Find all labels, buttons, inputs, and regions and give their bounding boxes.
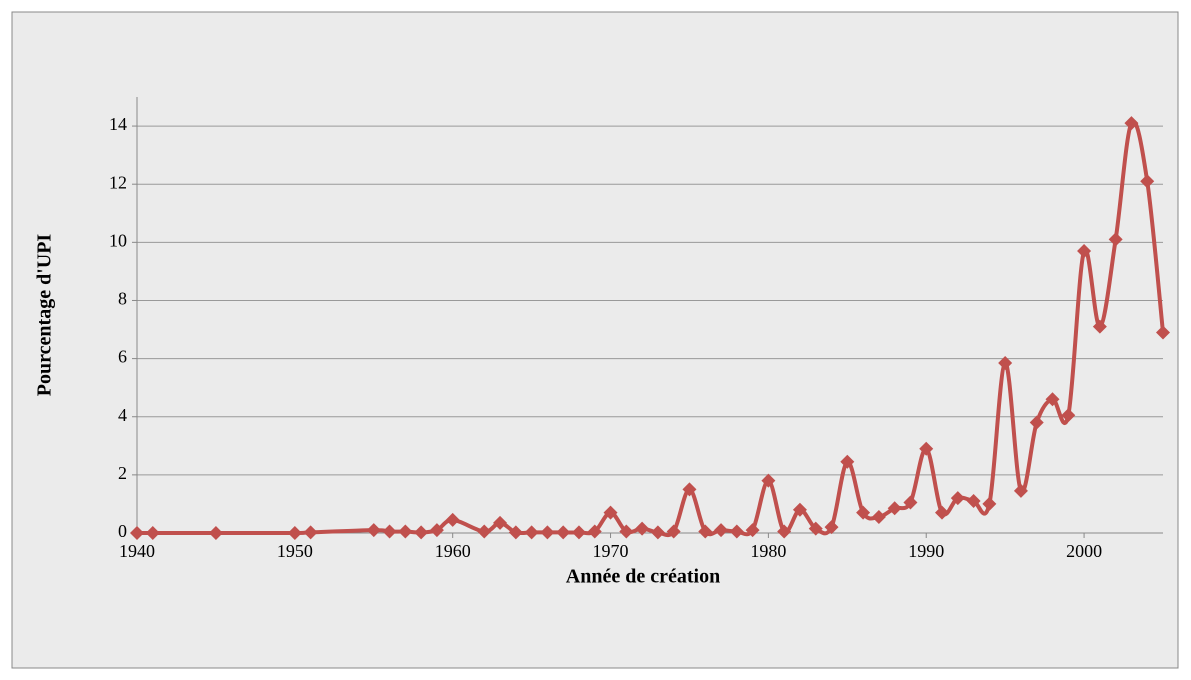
point-marker <box>1124 116 1139 131</box>
x-tick-label: 1980 <box>750 541 786 561</box>
x-tick-label: 1940 <box>119 541 155 561</box>
point-marker <box>208 526 223 540</box>
point-marker <box>729 524 744 539</box>
point-marker <box>145 526 160 540</box>
point-marker <box>761 473 776 488</box>
point-marker <box>982 496 997 511</box>
point-marker <box>1045 392 1060 407</box>
y-tick-label: 6 <box>118 347 127 367</box>
point-marker <box>777 524 792 539</box>
point-marker <box>429 523 444 538</box>
point-marker <box>1029 415 1044 430</box>
x-axis-label: Année de création <box>566 566 720 588</box>
point-marker <box>856 505 871 520</box>
point-marker <box>382 524 397 539</box>
y-tick-label: 14 <box>109 114 127 134</box>
y-tick-label: 4 <box>118 405 127 425</box>
point-marker <box>508 525 523 540</box>
point-marker <box>445 512 460 527</box>
point-marker <box>130 526 144 540</box>
point-marker <box>287 526 302 540</box>
series-line <box>137 119 1165 538</box>
point-marker <box>587 524 602 539</box>
point-marker <box>1092 319 1107 334</box>
point-marker <box>524 525 539 540</box>
point-marker <box>840 454 855 469</box>
y-tick-label: 0 <box>118 521 127 541</box>
point-marker <box>698 524 713 539</box>
x-tick-label: 1960 <box>435 541 471 561</box>
point-marker <box>493 515 508 530</box>
point-marker <box>635 521 650 536</box>
point-marker <box>303 525 318 540</box>
point-marker <box>966 494 981 509</box>
point-marker <box>1061 408 1076 423</box>
point-marker <box>571 525 586 540</box>
point-marker <box>366 523 381 538</box>
y-axis-label: Pourcentage d'UPI <box>34 234 56 397</box>
x-tick-label: 2000 <box>1066 541 1102 561</box>
point-marker <box>619 524 634 539</box>
point-marker <box>950 491 965 506</box>
y-tick-label: 2 <box>118 463 127 483</box>
point-marker <box>903 495 918 510</box>
point-marker <box>745 523 760 538</box>
point-marker <box>540 525 555 540</box>
point-marker <box>556 525 571 540</box>
point-marker <box>792 502 807 517</box>
point-marker <box>1077 244 1092 259</box>
point-marker <box>477 524 492 539</box>
point-marker <box>603 505 618 520</box>
point-marker <box>414 525 429 540</box>
point-marker <box>808 521 823 536</box>
point-marker <box>714 523 729 538</box>
point-marker <box>1156 325 1170 340</box>
y-tick-label: 12 <box>109 172 127 192</box>
y-tick-label: 8 <box>118 289 127 309</box>
y-tick-label: 10 <box>109 230 127 250</box>
point-marker <box>1140 174 1155 189</box>
point-marker <box>919 441 934 456</box>
point-marker <box>935 505 950 520</box>
point-marker <box>887 501 902 516</box>
point-marker <box>871 510 886 525</box>
point-marker <box>398 524 413 539</box>
point-marker <box>998 355 1013 370</box>
point-marker <box>1108 232 1123 247</box>
chart-area <box>11 11 1179 669</box>
point-marker <box>1013 483 1028 498</box>
point-marker <box>824 520 839 535</box>
point-marker <box>666 524 681 539</box>
point-marker <box>650 525 665 540</box>
x-tick-label: 1950 <box>277 541 313 561</box>
x-tick-label: 1990 <box>908 541 944 561</box>
x-tick-label: 1970 <box>593 541 629 561</box>
point-marker <box>682 482 697 497</box>
